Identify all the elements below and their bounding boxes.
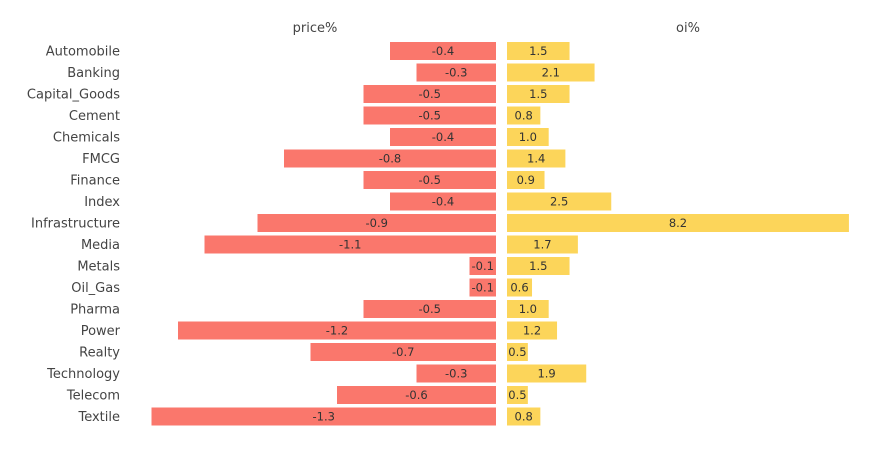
category-label-automobile: Automobile xyxy=(46,45,120,60)
price-value-chemicals: -0.4 xyxy=(432,130,454,144)
price-value-banking: -0.3 xyxy=(445,66,467,80)
category-label-media: Media xyxy=(81,238,120,253)
oi-value-finance: 0.9 xyxy=(517,173,535,187)
price-header: price% xyxy=(293,21,338,36)
oi-value-textile: 0.8 xyxy=(515,410,533,424)
oi-header: oi% xyxy=(676,21,700,36)
oi-bar-media xyxy=(507,235,578,254)
category-label-metals: Metals xyxy=(77,260,120,275)
category-label-realty: Realty xyxy=(79,346,120,361)
price-value-finance: -0.5 xyxy=(419,173,441,187)
oi-bar-chemicals xyxy=(507,128,549,146)
oi-bar-oil-gas xyxy=(507,278,533,297)
category-label-textile: Textile xyxy=(77,410,120,425)
price-bar-banking xyxy=(416,63,496,82)
price-value-textile: -1.3 xyxy=(313,410,335,424)
oi-bar-power xyxy=(507,321,558,340)
oi-bar-fmcg xyxy=(507,149,566,168)
price-value-technology: -0.3 xyxy=(445,367,467,381)
category-label-banking: Banking xyxy=(67,66,120,81)
oi-value-pharma: 1.0 xyxy=(519,302,537,316)
price-value-metals: -0.1 xyxy=(472,259,494,273)
oi-value-oil-gas: 0.6 xyxy=(510,281,528,295)
price-bar-media xyxy=(204,235,496,254)
price-bar-technology xyxy=(416,364,496,383)
oi-value-media: 1.7 xyxy=(533,238,551,252)
oi-value-infrastructure: 8.2 xyxy=(669,216,687,230)
oi-bar-technology xyxy=(507,364,587,383)
price-value-cement: -0.5 xyxy=(419,109,441,123)
category-label-capital-goods: Capital_Goods xyxy=(27,88,120,103)
oi-bar-banking xyxy=(507,63,595,82)
category-label-power: Power xyxy=(81,324,121,339)
price-bar-automobile xyxy=(390,42,496,60)
price-value-power: -1.2 xyxy=(326,324,348,338)
category-label-telecom: Telecom xyxy=(66,389,120,404)
oi-value-realty: 0.5 xyxy=(508,345,526,359)
price-value-oil-gas: -0.1 xyxy=(472,281,494,295)
category-label-pharma: Pharma xyxy=(70,303,120,318)
oi-value-cement: 0.8 xyxy=(515,109,533,123)
price-value-capital-goods: -0.5 xyxy=(419,87,441,101)
price-bar-metals xyxy=(469,257,496,275)
price-bar-power xyxy=(178,321,496,340)
oi-value-metals: 1.5 xyxy=(529,259,547,273)
oi-value-automobile: 1.5 xyxy=(529,44,547,58)
oi-bar-finance xyxy=(507,171,545,189)
category-label-fmcg: FMCG xyxy=(82,152,120,167)
price-value-pharma: -0.5 xyxy=(419,302,441,316)
price-value-media: -1.1 xyxy=(339,238,361,252)
oi-bar-realty xyxy=(507,343,528,361)
category-label-index: Index xyxy=(84,195,120,210)
oi-bar-textile xyxy=(507,407,541,426)
oi-bar-cement xyxy=(507,106,541,125)
oi-value-capital-goods: 1.5 xyxy=(529,87,547,101)
price-value-fmcg: -0.8 xyxy=(379,152,401,166)
category-label-finance: Finance xyxy=(70,174,120,189)
oi-value-fmcg: 1.4 xyxy=(527,152,545,166)
oi-bar-automobile xyxy=(507,42,570,60)
oi-value-index: 2.5 xyxy=(550,195,568,209)
oi-value-banking: 2.1 xyxy=(542,66,560,80)
oi-value-chemicals: 1.0 xyxy=(519,130,537,144)
price-value-index: -0.4 xyxy=(432,195,454,209)
oi-bar-pharma xyxy=(507,300,549,318)
oi-bars: 1.52.11.50.81.01.40.92.58.21.71.50.61.01… xyxy=(507,42,849,426)
price-bar-finance xyxy=(363,171,496,189)
price-value-infrastructure: -0.9 xyxy=(366,216,388,230)
price-bar-oil-gas xyxy=(469,278,496,297)
category-label-oil-gas: Oil_Gas xyxy=(71,281,120,296)
price-bar-pharma xyxy=(363,300,496,318)
oi-bar-capital-goods xyxy=(507,85,570,103)
price-bar-telecom xyxy=(337,386,496,404)
oi-bar-index xyxy=(507,192,612,211)
category-label-chemicals: Chemicals xyxy=(53,131,120,146)
category-label-technology: Technology xyxy=(46,367,120,382)
price-bar-capital-goods xyxy=(363,85,496,103)
price-value-automobile: -0.4 xyxy=(432,44,454,58)
price-bar-chemicals xyxy=(390,128,496,146)
price-bar-cement xyxy=(363,106,496,125)
price-bar-infrastructure xyxy=(257,214,496,232)
price-value-telecom: -0.6 xyxy=(405,388,427,402)
price-value-realty: -0.7 xyxy=(392,345,414,359)
oi-value-technology: 1.9 xyxy=(537,367,555,381)
price-bars: -0.4 -0.3 -0.5 -0.5 -0.4 -0.8 -0.5 -0.4 -0.9 -1.1… xyxy=(151,42,496,426)
oi-bar-telecom xyxy=(507,386,528,404)
price-bar-index xyxy=(390,192,496,211)
oi-bar-infrastructure xyxy=(507,214,849,232)
category-labels: Automobile Banking Capital_Goods Cement Chem… xyxy=(27,45,121,426)
oi-value-telecom: 0.5 xyxy=(508,388,526,402)
price-bar-realty xyxy=(310,343,496,361)
category-label-cement: Cement xyxy=(69,109,120,124)
oi-bar-metals xyxy=(507,257,570,275)
category-label-infrastructure: Infrastructure xyxy=(31,217,120,232)
oi-value-power: 1.2 xyxy=(523,324,541,338)
price-bar-fmcg xyxy=(284,149,496,168)
price-bar-textile xyxy=(151,407,496,426)
